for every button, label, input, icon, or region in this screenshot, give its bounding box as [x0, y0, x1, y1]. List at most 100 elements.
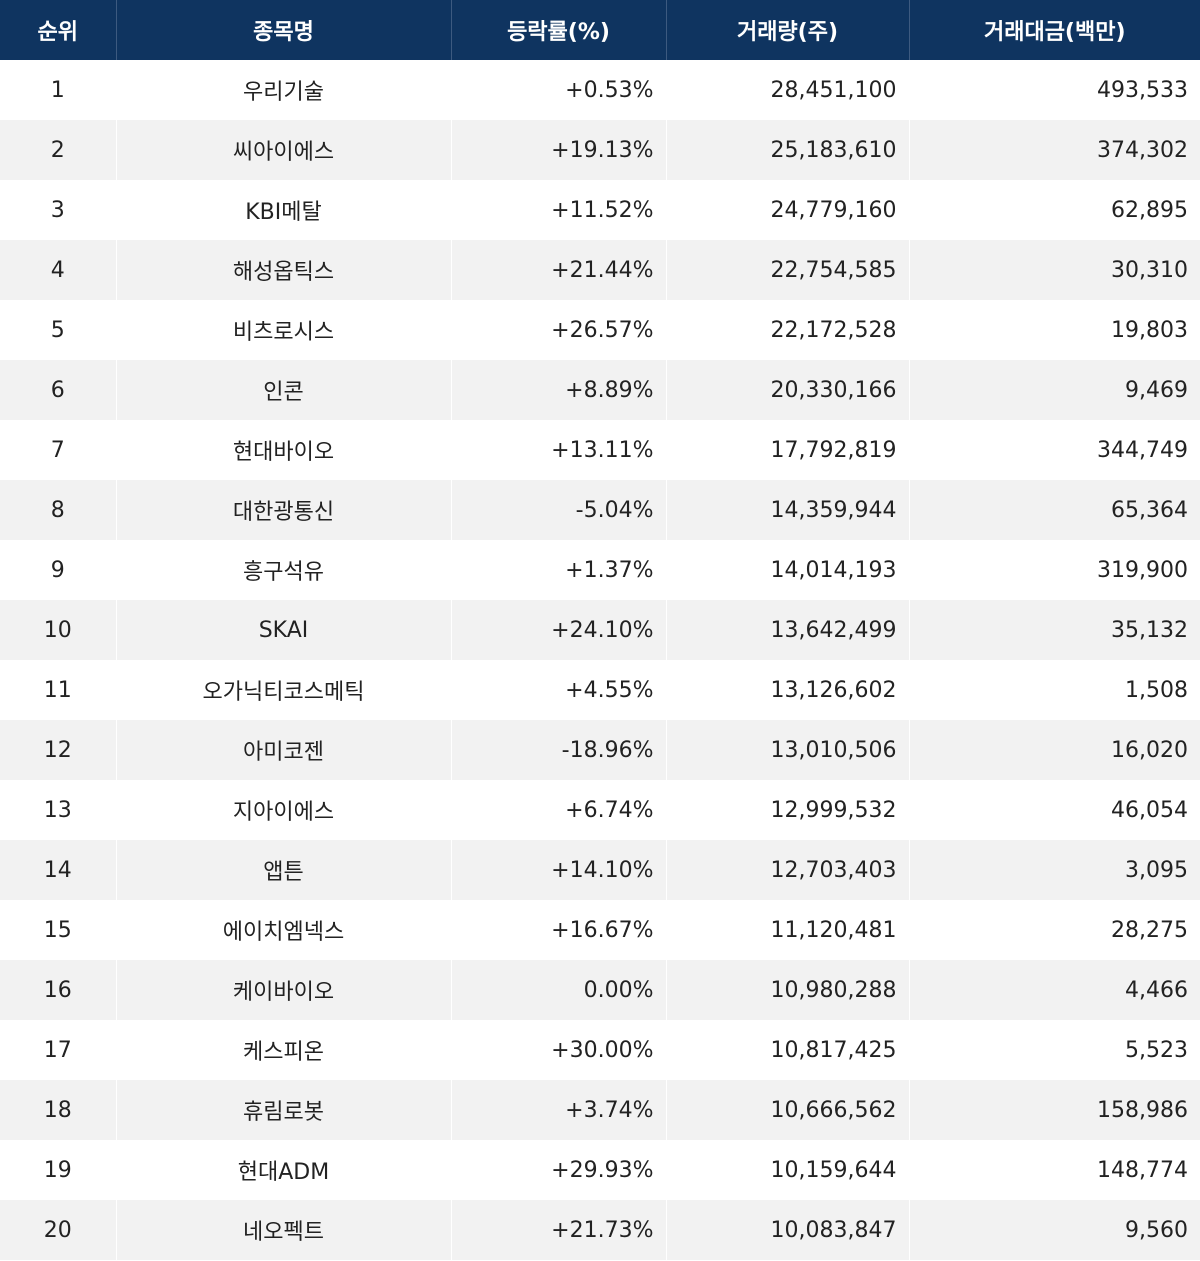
cell-rank: 7: [0, 420, 117, 480]
table-row: 9 흥구석유 +1.37% 14,014,193 319,900: [0, 540, 1200, 600]
cell-rank: 12: [0, 720, 117, 780]
table-row: 8 대한광통신 -5.04% 14,359,944 65,364: [0, 480, 1200, 540]
cell-rank: 13: [0, 780, 117, 840]
cell-change-rate: +24.10%: [451, 600, 667, 660]
cell-stock-name: 휴림로봇: [116, 1080, 452, 1140]
cell-rank: 20: [0, 1200, 117, 1260]
cell-rank: 17: [0, 1020, 117, 1080]
cell-stock-name: 해성옵틱스: [116, 240, 452, 300]
table-row: 7 현대바이오 +13.11% 17,792,819 344,749: [0, 420, 1200, 480]
cell-stock-name: 현대바이오: [116, 420, 452, 480]
cell-rank: 18: [0, 1080, 117, 1140]
cell-trade-value: 19,803: [909, 300, 1200, 360]
cell-stock-name: 씨아이에스: [116, 120, 452, 180]
cell-trade-value: 65,364: [909, 480, 1200, 540]
cell-change-rate: +13.11%: [451, 420, 667, 480]
cell-change-rate: +8.89%: [451, 360, 667, 420]
header-volume: 거래량(주): [666, 0, 910, 60]
cell-trade-value: 62,895: [909, 180, 1200, 240]
cell-change-rate: +21.73%: [451, 1200, 667, 1260]
cell-trade-value: 158,986: [909, 1080, 1200, 1140]
cell-change-rate: +26.57%: [451, 300, 667, 360]
cell-change-rate: -18.96%: [451, 720, 667, 780]
cell-change-rate: +16.67%: [451, 900, 667, 960]
cell-trade-value: 30,310: [909, 240, 1200, 300]
cell-volume: 13,010,506: [666, 720, 910, 780]
cell-change-rate: +1.37%: [451, 540, 667, 600]
cell-change-rate: +21.44%: [451, 240, 667, 300]
cell-volume: 12,703,403: [666, 840, 910, 900]
cell-change-rate: +30.00%: [451, 1020, 667, 1080]
cell-trade-value: 16,020: [909, 720, 1200, 780]
cell-trade-value: 28,275: [909, 900, 1200, 960]
cell-volume: 17,792,819: [666, 420, 910, 480]
cell-volume: 10,159,644: [666, 1140, 910, 1200]
cell-trade-value: 319,900: [909, 540, 1200, 600]
cell-trade-value: 3,095: [909, 840, 1200, 900]
table-row: 10 SKAI +24.10% 13,642,499 35,132: [0, 600, 1200, 660]
cell-change-rate: +6.74%: [451, 780, 667, 840]
table-row: 12 아미코젠 -18.96% 13,010,506 16,020: [0, 720, 1200, 780]
cell-trade-value: 9,469: [909, 360, 1200, 420]
cell-stock-name: 오가닉티코스메틱: [116, 660, 452, 720]
table-row: 1 우리기술 +0.53% 28,451,100 493,533: [0, 60, 1200, 120]
cell-rank: 8: [0, 480, 117, 540]
cell-stock-name: 흥구석유: [116, 540, 452, 600]
cell-stock-name: 아미코젠: [116, 720, 452, 780]
table-row: 19 현대ADM +29.93% 10,159,644 148,774: [0, 1140, 1200, 1200]
cell-rank: 15: [0, 900, 117, 960]
cell-change-rate: +3.74%: [451, 1080, 667, 1140]
table-row: 5 비츠로시스 +26.57% 22,172,528 19,803: [0, 300, 1200, 360]
table-row: 13 지아이에스 +6.74% 12,999,532 46,054: [0, 780, 1200, 840]
cell-stock-name: 비츠로시스: [116, 300, 452, 360]
cell-stock-name: 지아이에스: [116, 780, 452, 840]
cell-volume: 10,980,288: [666, 960, 910, 1020]
cell-rank: 1: [0, 60, 117, 120]
cell-change-rate: +14.10%: [451, 840, 667, 900]
table-row: 15 에이치엠넥스 +16.67% 11,120,481 28,275: [0, 900, 1200, 960]
cell-volume: 25,183,610: [666, 120, 910, 180]
cell-trade-value: 374,302: [909, 120, 1200, 180]
cell-stock-name: KBI메탈: [116, 180, 452, 240]
cell-volume: 13,126,602: [666, 660, 910, 720]
cell-volume: 12,999,532: [666, 780, 910, 840]
cell-stock-name: SKAI: [116, 600, 452, 660]
cell-volume: 22,172,528: [666, 300, 910, 360]
cell-trade-value: 5,523: [909, 1020, 1200, 1080]
table-row: 20 네오펙트 +21.73% 10,083,847 9,560: [0, 1200, 1200, 1260]
table-row: 16 케이바이오 0.00% 10,980,288 4,466: [0, 960, 1200, 1020]
header-stock-name: 종목명: [116, 0, 452, 60]
cell-rank: 19: [0, 1140, 117, 1200]
cell-trade-value: 46,054: [909, 780, 1200, 840]
cell-change-rate: +4.55%: [451, 660, 667, 720]
table-row: 18 휴림로봇 +3.74% 10,666,562 158,986: [0, 1080, 1200, 1140]
table-header: 순위 종목명 등락률(%) 거래량(주) 거래대금(백만): [0, 0, 1200, 60]
cell-stock-name: 네오펙트: [116, 1200, 452, 1260]
header-trade-value: 거래대금(백만): [909, 0, 1200, 60]
cell-trade-value: 344,749: [909, 420, 1200, 480]
cell-stock-name: 대한광통신: [116, 480, 452, 540]
cell-stock-name: 앱튼: [116, 840, 452, 900]
table-body: 1 우리기술 +0.53% 28,451,100 493,533 2 씨아이에스 +19.13…: [0, 60, 1200, 1260]
cell-rank: 10: [0, 600, 117, 660]
cell-volume: 24,779,160: [666, 180, 910, 240]
table-row: 2 씨아이에스 +19.13% 25,183,610 374,302: [0, 120, 1200, 180]
cell-change-rate: +19.13%: [451, 120, 667, 180]
table-row: 3 KBI메탈 +11.52% 24,779,160 62,895: [0, 180, 1200, 240]
cell-stock-name: 인콘: [116, 360, 452, 420]
cell-rank: 16: [0, 960, 117, 1020]
cell-volume: 10,083,847: [666, 1200, 910, 1260]
cell-rank: 14: [0, 840, 117, 900]
cell-trade-value: 4,466: [909, 960, 1200, 1020]
table-row: 11 오가닉티코스메틱 +4.55% 13,126,602 1,508: [0, 660, 1200, 720]
cell-trade-value: 35,132: [909, 600, 1200, 660]
cell-stock-name: 현대ADM: [116, 1140, 452, 1200]
table-row: 6 인콘 +8.89% 20,330,166 9,469: [0, 360, 1200, 420]
cell-rank: 2: [0, 120, 117, 180]
cell-stock-name: 우리기술: [116, 60, 452, 120]
cell-trade-value: 9,560: [909, 1200, 1200, 1260]
cell-rank: 11: [0, 660, 117, 720]
cell-rank: 6: [0, 360, 117, 420]
cell-trade-value: 493,533: [909, 60, 1200, 120]
